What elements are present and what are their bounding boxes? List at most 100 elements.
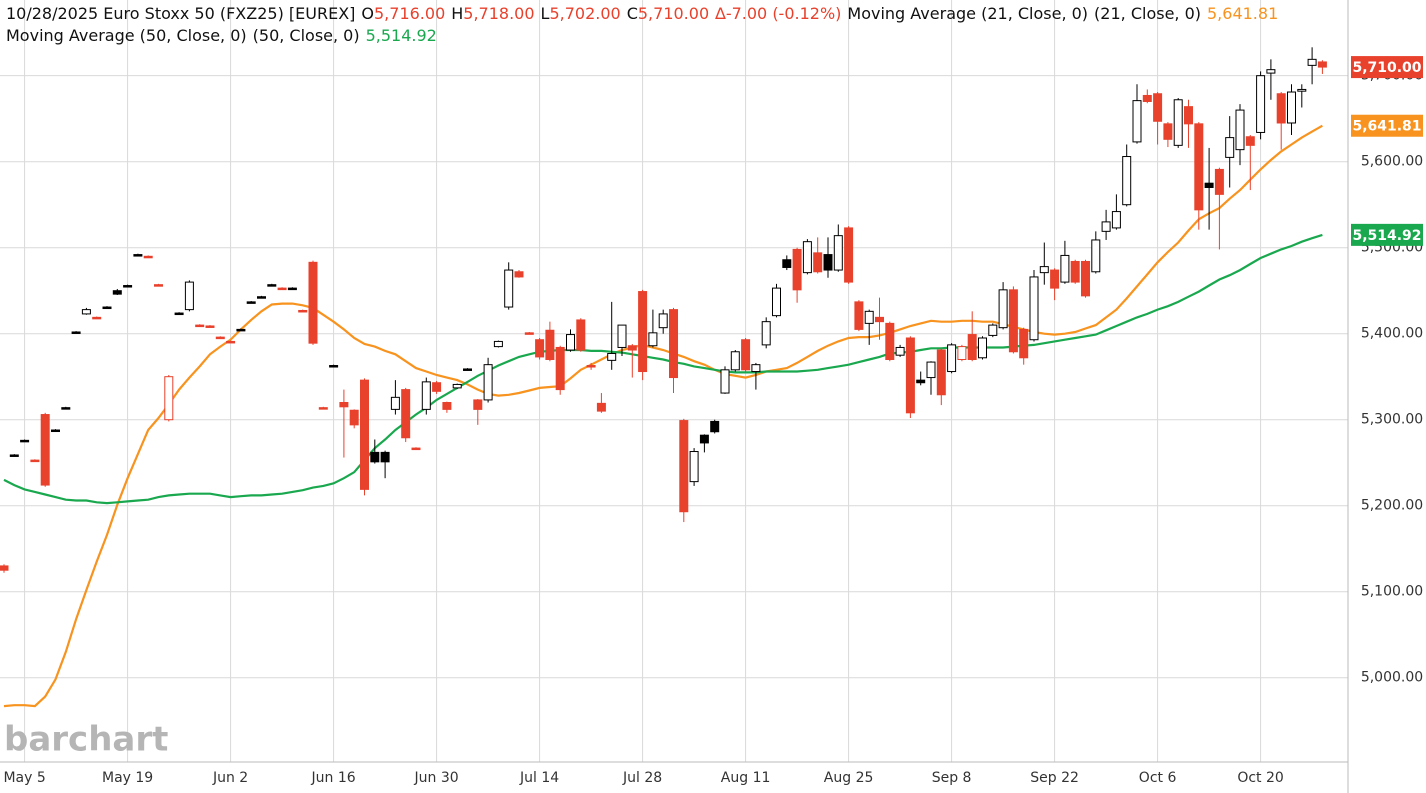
candle-body (504, 269, 514, 308)
x-tick-label: May 5 (3, 770, 45, 786)
candle-body (1204, 182, 1214, 188)
candle-body (864, 310, 874, 324)
candle-body (20, 439, 30, 443)
study-value: 5,514.92 (365, 26, 437, 45)
candle-body (1039, 266, 1049, 274)
candle-body (226, 340, 236, 344)
y-tick-label: 5,000.00 (1361, 670, 1423, 686)
y-tick-label: 5,400.00 (1361, 326, 1423, 342)
candle-body (1225, 137, 1235, 158)
candle-body (1276, 93, 1286, 124)
candle-body (71, 331, 81, 334)
candle-body (916, 379, 926, 384)
candle-body (607, 352, 617, 361)
x-tick-label: Jun 16 (311, 770, 356, 786)
candle-body (1101, 221, 1111, 232)
candle-body (638, 291, 648, 373)
y-tick-label: 5,600.00 (1361, 154, 1423, 170)
candle-body (1297, 88, 1307, 92)
candle-body (318, 407, 328, 410)
x-tick-label: Sep 22 (1030, 770, 1079, 786)
candle-body (720, 369, 730, 394)
candle-body (452, 383, 462, 389)
study-name: Moving Average (50, Close, 0) (6, 26, 247, 45)
candle-body (895, 346, 905, 356)
candle-body (298, 309, 308, 313)
change: ∆-7.00 (-0.12%) (715, 4, 842, 23)
candle-body (205, 325, 215, 328)
candle-body (730, 351, 740, 371)
candle-body (813, 252, 823, 273)
candle-body (1050, 269, 1060, 289)
candle-body (463, 368, 472, 371)
candle-body (627, 345, 637, 351)
candle-body (1029, 276, 1039, 341)
candle-body (1132, 100, 1142, 143)
candle-body (524, 332, 534, 335)
candle-body (1307, 58, 1317, 66)
candle-body (1184, 106, 1193, 125)
candle-body (40, 414, 50, 486)
candle-body (1142, 94, 1152, 102)
candle-body (246, 301, 256, 304)
x-tick-label: Oct 20 (1237, 770, 1283, 786)
candle-body (833, 235, 843, 271)
candle-body (1081, 260, 1090, 297)
candle-body (143, 255, 153, 259)
candle-body (102, 306, 112, 310)
candle-body (885, 322, 895, 360)
candle-body (802, 241, 812, 274)
candle-body (51, 429, 60, 433)
candle-body (844, 227, 854, 283)
candle-body (81, 309, 91, 315)
candle-body (772, 287, 781, 317)
x-tick-label: May 19 (102, 770, 153, 786)
ohlc-key: C (626, 4, 638, 23)
candle-body (669, 309, 678, 379)
candle-body (133, 254, 143, 257)
symbol: 10/28/2025 Euro Stoxx 50 (FXZ25) [EUREX] (6, 4, 356, 23)
candle-body (1060, 254, 1070, 283)
price-badge-label: 5,710.00 (1352, 60, 1421, 76)
candle-body (1214, 168, 1224, 195)
candle-body (380, 451, 390, 463)
candle-body (710, 420, 720, 433)
candle-body (1194, 123, 1204, 211)
candle-body (658, 313, 668, 329)
study-params: (50, Close, 0) (252, 26, 360, 45)
candle-body (1287, 91, 1296, 124)
candle-body (978, 337, 987, 359)
candle-body (267, 284, 277, 287)
candle-body (926, 361, 936, 379)
price-badge-label: 5,641.81 (1352, 119, 1421, 135)
candle-body (586, 365, 596, 368)
candle-body (277, 287, 287, 291)
watermark: barchart (4, 720, 168, 760)
candle-body (360, 379, 369, 490)
x-tick-label: Sep 8 (932, 770, 972, 786)
candle-body (936, 349, 946, 396)
candle-body (370, 451, 380, 463)
candle-body (648, 332, 658, 347)
study-name: Moving Average (21, Close, 0) (847, 4, 1089, 23)
candle-body (905, 337, 915, 414)
candle-body (1008, 289, 1018, 353)
candle-body (751, 364, 761, 373)
candle-body (947, 344, 957, 373)
candle-body (287, 287, 297, 291)
y-tick-label: 5,100.00 (1361, 584, 1423, 600)
candle-body (112, 290, 122, 295)
candle-body (1256, 75, 1266, 133)
candle-body (184, 281, 194, 311)
ohlc-value: 5,718.00 (463, 4, 535, 23)
study-params: (21, Close, 0) (1094, 4, 1201, 23)
candle-body (411, 447, 421, 451)
ohlc-key: H (451, 4, 464, 23)
candle-body (349, 409, 359, 426)
study-value: 5,641.81 (1207, 4, 1279, 23)
ohlc-key: O (361, 4, 374, 23)
x-tick-label: Jul 28 (622, 770, 662, 786)
candle-body (123, 285, 133, 288)
x-tick-label: Aug 25 (824, 770, 874, 786)
